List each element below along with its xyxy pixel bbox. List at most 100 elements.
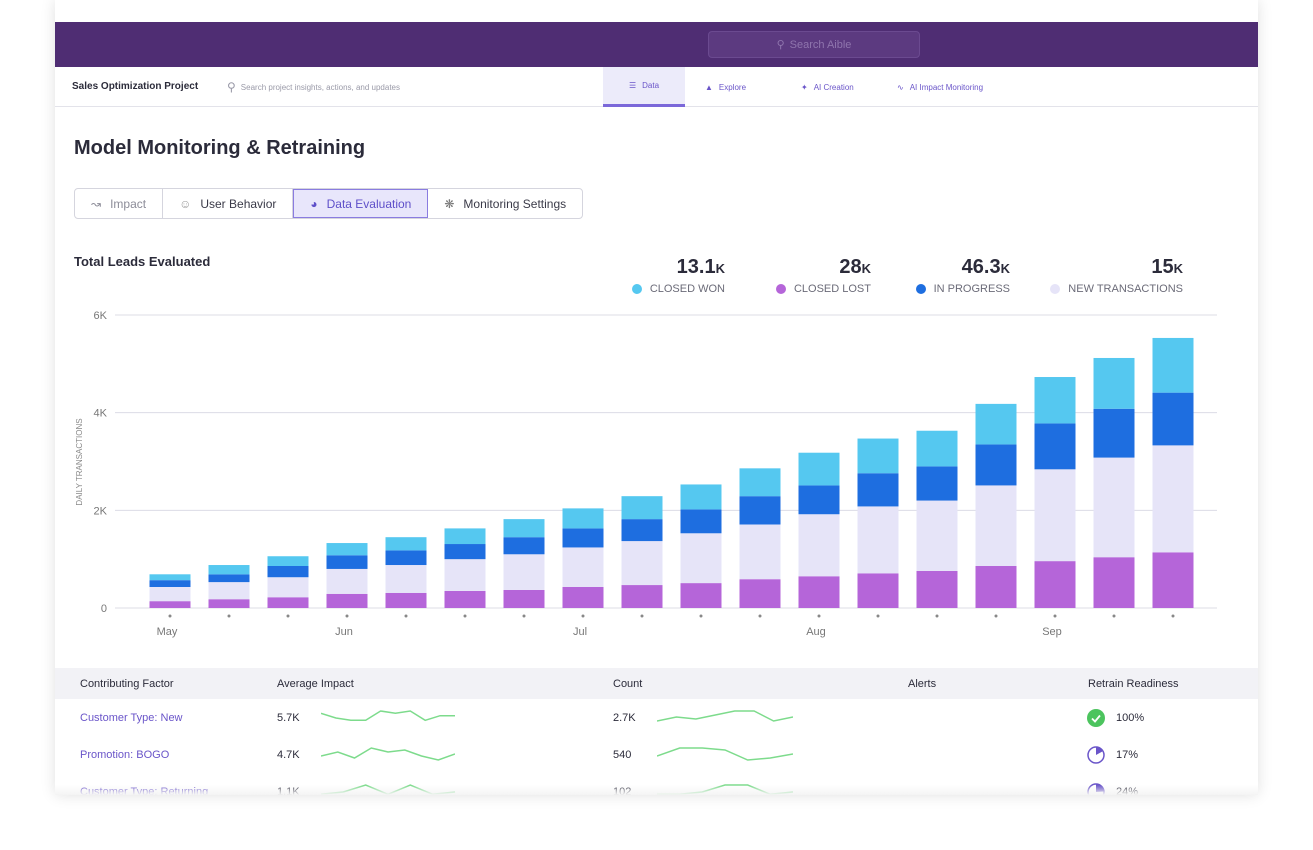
bar-new-transactions[interactable] [739,524,781,580]
count-value: 540 [613,749,632,761]
y-tick-label: 2K [94,505,108,517]
bar-closed-won[interactable] [1152,337,1194,393]
bar-new-transactions[interactable] [267,577,309,598]
bar-closed-lost[interactable] [916,570,958,608]
bar-in-progress[interactable] [1152,392,1194,446]
bar-new-transactions[interactable] [857,506,899,574]
tab-data[interactable]: ☰ Data [603,67,685,107]
bar-in-progress[interactable] [562,528,604,548]
bar-closed-won[interactable] [503,519,545,538]
bar-closed-lost[interactable] [680,583,722,608]
kpi-new-transactions: 15K NEW TRANSACTIONS [1050,256,1183,295]
bar-closed-lost[interactable] [739,579,781,608]
bar-new-transactions[interactable] [562,547,604,588]
bar-closed-won[interactable] [916,430,958,467]
bar-new-transactions[interactable] [149,587,191,602]
bar-closed-lost[interactable] [562,587,604,608]
x-tick-dot [404,614,408,618]
impact-value: 5.7K [277,712,300,724]
subtab-monitoring-settings[interactable]: ❋ Monitoring Settings [444,196,567,211]
bar-closed-lost[interactable] [975,566,1017,608]
bar-in-progress[interactable] [621,519,663,542]
bar-closed-lost[interactable] [857,573,899,608]
subtab-user-behavior[interactable]: ☺ User Behavior [163,189,294,218]
bar-in-progress[interactable] [680,509,722,534]
bar-closed-won[interactable] [208,565,250,575]
bar-closed-lost[interactable] [444,590,486,608]
bar-new-transactions[interactable] [1034,469,1076,562]
bar-in-progress[interactable] [916,466,958,501]
bar-new-transactions[interactable] [621,541,663,586]
y-tick-label: 0 [101,603,107,615]
bar-in-progress[interactable] [149,580,191,588]
bar-closed-won[interactable] [562,508,604,529]
bar-new-transactions[interactable] [975,485,1017,567]
stacked-bar-chart: 0 2K 4K 6K DAILY TRANSACTIONS May Jun Jul Aug Sep [75,310,1217,638]
tab-ai-impact-monitoring[interactable]: ∿ AI Impact Monitoring [897,82,984,92]
bar-new-transactions[interactable] [385,565,427,593]
bar-in-progress[interactable] [267,566,309,578]
bar-new-transactions[interactable] [680,533,722,584]
kpi-value: 13.1K [676,256,725,278]
factor-link[interactable]: Customer Type: New [80,712,183,724]
bar-in-progress[interactable] [208,574,250,583]
bar-in-progress[interactable] [798,485,840,515]
global-search-input[interactable]: ⚲ Search Aible [708,31,920,58]
bar-closed-won[interactable] [975,403,1017,445]
bar-new-transactions[interactable] [1152,445,1194,553]
bar-closed-won[interactable] [385,537,427,551]
chart-title: Total Leads Evaluated [74,254,211,269]
bar-closed-won[interactable] [149,574,191,581]
search-icon: ⚲ [776,39,785,51]
tab-explore[interactable]: ▲ Explore [705,82,747,92]
bar-closed-lost[interactable] [208,599,250,608]
bar-closed-won[interactable] [798,452,840,486]
subtab-impact[interactable]: ↝ Impact [75,189,164,218]
bar-in-progress[interactable] [1093,408,1135,458]
bar-closed-won[interactable] [621,496,663,520]
bar-closed-won[interactable] [1034,377,1076,424]
subtab-data-evaluation[interactable]: ◕ Data Evaluation [293,189,429,218]
bar-new-transactions[interactable] [208,582,250,600]
bar-closed-won[interactable] [326,543,368,556]
bar-closed-lost[interactable] [503,589,545,608]
bar-new-transactions[interactable] [326,568,368,594]
bar-new-transactions[interactable] [1093,457,1135,558]
factor-link[interactable]: Promotion: BOGO [80,749,170,761]
bar-closed-won[interactable] [1093,357,1135,409]
readiness-value: 100% [1116,712,1145,724]
bar-closed-lost[interactable] [1152,552,1194,608]
bar-closed-won[interactable] [444,528,486,545]
bar-in-progress[interactable] [739,496,781,525]
x-tick-dot [227,614,231,618]
bar-new-transactions[interactable] [916,500,958,571]
bar-new-transactions[interactable] [798,514,840,577]
bar-closed-lost[interactable] [267,597,309,608]
progress-pie-icon [1087,746,1105,764]
bar-new-transactions[interactable] [444,559,486,591]
sparkline [320,710,455,722]
bar-closed-lost[interactable] [385,592,427,608]
bar-in-progress[interactable] [975,444,1017,486]
bar-in-progress[interactable] [326,555,368,569]
bar-closed-won[interactable] [857,438,899,474]
bar-closed-won[interactable] [739,468,781,497]
bar-new-transactions[interactable] [503,554,545,590]
bar-closed-won[interactable] [680,484,722,510]
bar-closed-lost[interactable] [149,601,191,608]
project-search-input[interactable]: ⚲ Search project insights, actions, and … [227,80,401,94]
bar-in-progress[interactable] [385,550,427,566]
tab-ai-creation[interactable]: ✦ AI Creation [801,82,854,92]
legend-swatch [1050,284,1061,294]
bar-in-progress[interactable] [857,473,899,507]
bar-in-progress[interactable] [1034,423,1076,470]
bar-closed-lost[interactable] [1093,557,1135,608]
bar-in-progress[interactable] [444,544,486,560]
bar-closed-lost[interactable] [326,593,368,608]
header-impact: Average Impact [277,678,354,690]
bar-closed-won[interactable] [267,556,309,567]
bar-closed-lost[interactable] [621,585,663,608]
bar-in-progress[interactable] [503,537,545,555]
bar-closed-lost[interactable] [798,576,840,608]
bar-closed-lost[interactable] [1034,561,1076,608]
